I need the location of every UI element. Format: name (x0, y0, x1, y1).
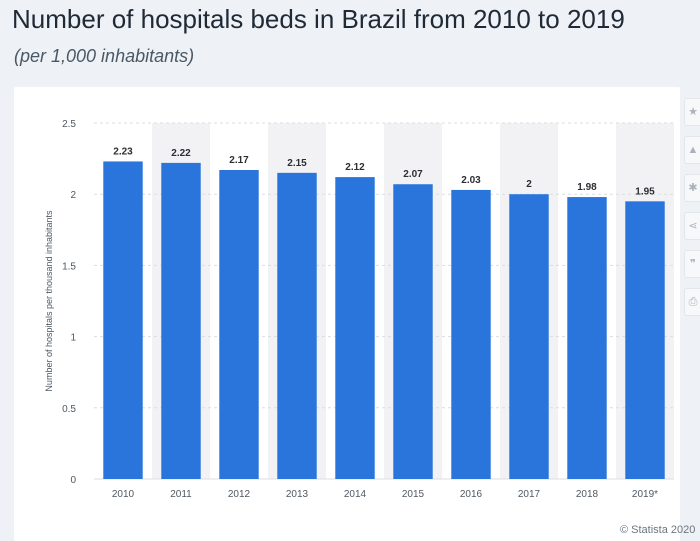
x-tick-label: 2017 (518, 489, 541, 500)
bar (567, 197, 607, 479)
y-tick-label: 0 (70, 475, 76, 486)
x-tick-label: 2013 (286, 489, 309, 500)
y-tick-label: 1 (70, 333, 76, 344)
data-label: 2.23 (113, 146, 133, 157)
data-label: 1.98 (577, 182, 597, 193)
data-label: 2.07 (403, 169, 423, 180)
x-tick-label: 2016 (460, 489, 483, 500)
bar (219, 169, 259, 479)
side-toolbar: ★ ▲ ✱ ⋖ ❞ ⎙ (684, 98, 700, 326)
page-title: Number of hospitals beds in Brazil from … (12, 4, 625, 34)
star-icon[interactable]: ★ (684, 98, 700, 126)
page-subtitle: (per 1,000 inhabitants) (14, 46, 195, 66)
quote-icon[interactable]: ❞ (684, 250, 700, 278)
y-tick-label: 1.5 (62, 261, 76, 272)
data-label: 2.17 (229, 155, 249, 166)
data-label: 2.15 (287, 158, 307, 169)
bar (277, 172, 317, 479)
data-label: 1.95 (635, 186, 655, 197)
bar (335, 177, 375, 479)
data-label: 2.03 (461, 175, 481, 186)
data-label: 2.12 (345, 162, 365, 173)
y-tick-label: 2.5 (62, 119, 76, 130)
x-tick-label: 2014 (344, 489, 367, 500)
bar (625, 201, 665, 479)
bell-icon[interactable]: ▲ (684, 136, 700, 164)
bar (451, 189, 491, 479)
print-icon[interactable]: ⎙ (684, 288, 700, 316)
bar-chart: 0 0.5 1 1.5 2 2.5 Number of hospitals per thou… (44, 119, 674, 500)
y-tick-label: 2 (70, 190, 76, 201)
chart-card: 0 0.5 1 1.5 2 2.5 Number of hospitals per thou… (14, 87, 680, 541)
y-axis-title: Number of hospitals per thousand inhabit… (44, 210, 54, 392)
x-tick-label: 2011 (170, 489, 192, 500)
x-tick-label: 2018 (576, 489, 599, 500)
x-tick-label: 2019* (632, 489, 658, 500)
share-icon[interactable]: ⋖ (684, 212, 700, 240)
bar (393, 184, 433, 479)
bar (509, 194, 549, 479)
x-tick-label: 2012 (228, 489, 251, 500)
y-tick-label: 0.5 (62, 404, 76, 415)
statista-credit[interactable]: © Statista 2020 (620, 524, 696, 536)
gear-icon[interactable]: ✱ (684, 174, 700, 202)
x-tick-label: 2010 (112, 489, 135, 500)
data-label: 2.22 (171, 148, 191, 159)
x-tick-label: 2015 (402, 489, 425, 500)
bar (103, 161, 143, 479)
data-label: 2 (526, 179, 532, 190)
bar (161, 162, 201, 479)
